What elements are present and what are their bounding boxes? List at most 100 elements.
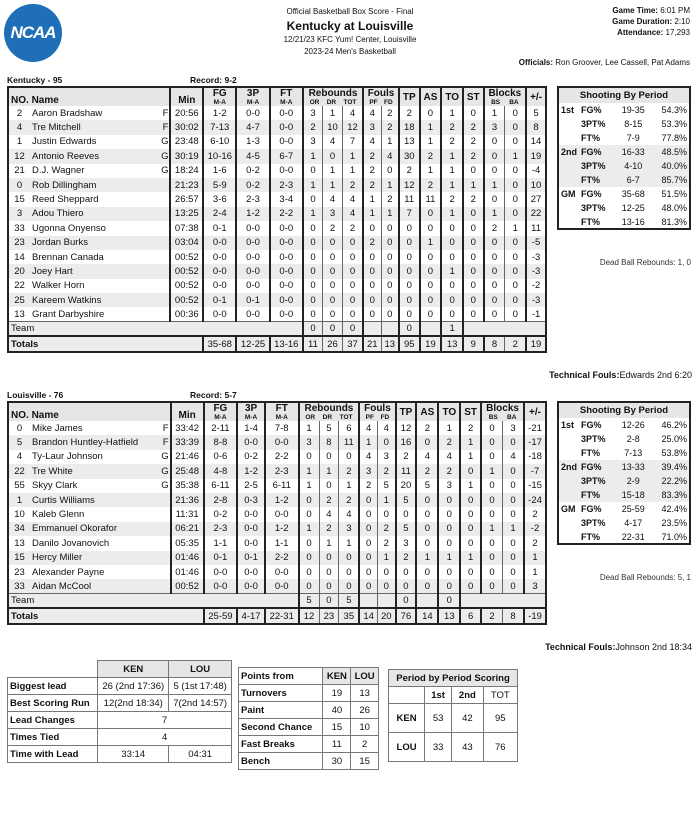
period-team: LOU — [387, 732, 426, 762]
cell-pm: 8 — [525, 120, 546, 135]
col-blocks: Blocks — [486, 403, 519, 414]
cell-st: 1 — [462, 177, 484, 193]
technical-fouls-label: Technical Fouls: — [545, 642, 616, 652]
cell-st: 0 — [462, 293, 484, 308]
cell-pf: 0 — [362, 278, 382, 294]
cell-name: Kareem Watkins — [30, 293, 158, 308]
col-min: Min — [169, 87, 204, 106]
cell-as: 2 — [415, 421, 439, 436]
cell-ba: 0 — [504, 278, 527, 294]
points-category: Second Chance — [237, 718, 324, 736]
cell-name: Emmanuel Okorafor — [30, 521, 158, 537]
col-3p: 3P — [246, 88, 260, 99]
cell-fd: 0 — [376, 507, 396, 522]
cell-or: 3 — [301, 134, 323, 150]
cell-pm: 10 — [525, 177, 546, 193]
cell-pos: F — [162, 107, 169, 119]
cell-as: 0 — [418, 293, 442, 308]
cell-as: 2 — [418, 177, 442, 193]
cell-to: 1 — [440, 163, 463, 178]
period-label: GM — [561, 189, 576, 199]
cell-tp: 7 — [397, 206, 420, 222]
cell-dr: 1 — [322, 163, 343, 178]
cell-or: 1 — [297, 478, 319, 493]
cell-or: 0 — [301, 192, 323, 207]
cell-pos — [158, 521, 171, 537]
shooting-made-attempted: 15-18 — [615, 488, 651, 502]
total-ba: 8 — [502, 607, 525, 625]
cell-tot: 11 — [338, 435, 360, 450]
cell-fd: 4 — [380, 149, 399, 164]
cell-3p: 1-3 — [235, 134, 270, 150]
cell-no: 55 — [14, 480, 25, 492]
points-from-header: Points from — [237, 667, 324, 685]
cell-or: 1 — [297, 464, 319, 479]
col-fouls: Fouls — [367, 88, 395, 99]
cell-as: 0 — [415, 564, 439, 580]
cell-fg: 8-8 — [202, 435, 238, 450]
total-ft: 22-31 — [263, 607, 299, 625]
player-row: 13 Grant Darbyshire 00:36 0-0 0-0 0-0 0 0 0 0 0 0 0 0… — [8, 307, 546, 322]
period-header: 2nd — [451, 686, 484, 704]
cell-tot: 2 — [338, 492, 360, 508]
cell-fd: 1 — [380, 177, 399, 193]
cell-tp: 5 — [394, 521, 417, 537]
game-stat-ken: 12(2nd 18:34) — [97, 694, 170, 712]
cell-name: Aidan McCool — [30, 579, 158, 594]
cell-tot: 2 — [342, 221, 364, 236]
cell-min: 01:46 — [169, 550, 204, 565]
cell-dr: 5 — [318, 421, 339, 436]
cell-st: 0 — [459, 536, 482, 551]
cell-fd: 4 — [376, 421, 396, 436]
cell-pm: 27 — [525, 192, 546, 207]
col-fg: FG — [212, 88, 227, 99]
cell-tp: 30 — [397, 149, 420, 164]
game-stat-ken: 26 (2nd 17:36) — [97, 677, 170, 695]
cell-ft: 0-0 — [268, 249, 303, 265]
cell-pm: -21 — [523, 421, 546, 436]
cell-dr: 1 — [322, 177, 343, 193]
cell-or: 0 — [297, 536, 319, 551]
cell-ba: 0 — [502, 564, 525, 580]
period-spacer — [558, 516, 579, 530]
cell-dr: 0 — [322, 278, 343, 294]
cell-bs: 0 — [482, 264, 505, 279]
cell-min: 35:38 — [169, 478, 204, 493]
cell-dr: 0 — [318, 478, 339, 493]
cell-dr: 0 — [318, 564, 339, 580]
period-spacer — [558, 446, 579, 460]
total-tot: 35 — [338, 607, 360, 625]
cell-tp: 3 — [394, 536, 417, 551]
cell-pf: 4 — [358, 421, 378, 436]
cell-min: 26:57 — [169, 192, 204, 207]
cell-no: 13 — [14, 537, 25, 549]
cell-or: 0 — [297, 579, 319, 594]
cell-3p: 0-0 — [235, 249, 270, 265]
shooting-stat: FT% — [579, 488, 616, 502]
shooting-percent: 46.2% — [661, 420, 687, 430]
cell-or: 1 — [301, 149, 323, 164]
total-as: 19 — [418, 335, 442, 353]
cell-to: 1 — [440, 321, 463, 337]
game-stat-label: Best Scoring Run — [6, 694, 99, 712]
cell-ba: 3 — [502, 421, 525, 436]
player-row: 23 Alexander Payne 01:46 0-0 0-0 0-0 0 0 0 0 0 0 0 0 0… — [8, 564, 546, 580]
cell-fg: 0-1 — [202, 550, 238, 565]
technical-fouls: Technical Fouls:Edwards 2nd 6:20 — [549, 370, 692, 380]
cell-no: 14 — [14, 251, 25, 263]
period-team: KEN — [387, 703, 426, 733]
cell-pf: 2 — [358, 478, 378, 493]
cell-min: 21:23 — [169, 177, 204, 193]
cell-ba: 4 — [502, 449, 525, 465]
cell-no: 2 — [16, 107, 23, 119]
cell-or: 3 — [301, 106, 323, 121]
cell-pm: 2 — [523, 536, 546, 551]
cell-or: 0 — [301, 163, 323, 178]
cell-pf: 0 — [358, 579, 378, 594]
cell-ft: 0-0 — [268, 163, 303, 178]
cell-pf: 0 — [362, 221, 382, 236]
cell-no: 12 — [8, 149, 30, 164]
total-st: 9 — [462, 335, 484, 353]
cell-st: 0 — [459, 564, 482, 580]
cell-bs: 0 — [482, 307, 505, 322]
